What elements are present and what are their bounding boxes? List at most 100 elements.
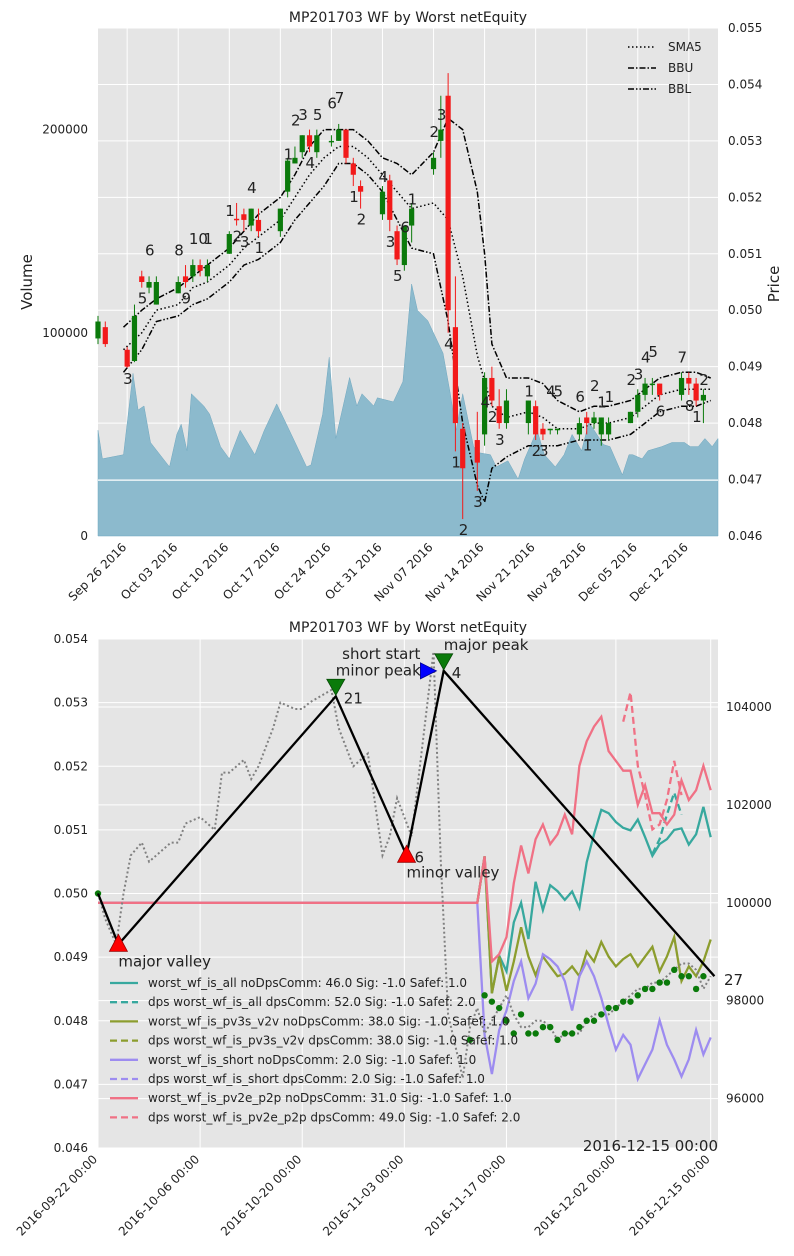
candle-count-label: 2 xyxy=(430,123,440,141)
signal-dot xyxy=(466,1036,474,1044)
candle-count-label: 1 xyxy=(225,202,235,220)
equity-chart: MP201703 WF by Worst netEquity major val… xyxy=(14,620,772,1239)
signal-dot xyxy=(510,1030,517,1037)
date-tick: 2016-11-03 00:00 xyxy=(320,1152,406,1238)
equity-tick: 98000 xyxy=(726,994,764,1008)
signal-dot xyxy=(525,1030,532,1037)
candle-body xyxy=(394,231,400,260)
candle-count-label: 5 xyxy=(313,106,323,124)
candle-count-label: 3 xyxy=(123,370,133,388)
candle-count-label: 1 xyxy=(583,436,593,454)
equity-series-line xyxy=(622,692,683,832)
candle-count-label: 1 xyxy=(524,382,534,400)
candle-body xyxy=(306,135,313,147)
bottom-grid xyxy=(97,638,718,1149)
candle-body xyxy=(627,411,634,424)
candle-body xyxy=(460,428,466,469)
legend-label: BBL xyxy=(668,82,691,96)
candle-count-label: 5 xyxy=(393,267,403,285)
candle-body xyxy=(277,208,283,232)
signal-dot xyxy=(692,985,700,993)
legend-label: worst_wf_is_short noDpsComm: 2.0 Sig: -1… xyxy=(148,1053,476,1067)
candle-count-label: 6 xyxy=(400,219,410,237)
price-tick: 0.053 xyxy=(728,134,762,148)
legend-label: worst_wf_is_all noDpsComm: 46.0 Sig: -1.… xyxy=(148,976,467,990)
top-right-axis: 0.046 0.047 0.048 0.049 0.050 0.051 0.052 0.053… xyxy=(728,21,762,543)
top-legend: SMA5 BBU BBL xyxy=(628,40,702,96)
volume-tick: 100000 xyxy=(42,326,88,340)
peak-number-label: 6 xyxy=(415,848,425,866)
indicator-lines xyxy=(122,117,711,505)
candle-body xyxy=(489,377,495,401)
equity-tick: 104000 xyxy=(726,700,772,714)
legend-label: BBU xyxy=(668,61,693,75)
candle-count-label: 8 xyxy=(174,241,184,259)
candle-body xyxy=(576,423,583,435)
price-tick: 0.050 xyxy=(54,887,88,901)
candle-count-label: 3 xyxy=(386,233,396,251)
candle-body xyxy=(292,157,298,164)
candle-body xyxy=(642,383,648,395)
bottom-x-axis: 2016-09-22 00:00 2016-10-06 00:00 2016-10-… xyxy=(14,1152,713,1238)
candle-count-label: 1 xyxy=(692,408,702,426)
peak-label: minor peak xyxy=(336,661,421,679)
volume-area-shape xyxy=(97,283,719,537)
candle-count-label: 5 xyxy=(554,382,564,400)
candle-count-label: 4 xyxy=(546,382,556,400)
signal-dot xyxy=(685,973,693,980)
candle-count-label: 3 xyxy=(495,431,505,449)
candle-count-label: 4 xyxy=(378,168,388,186)
top-chart-title: MP201703 WF by Worst netEquity xyxy=(289,10,527,26)
price-tick: 0.046 xyxy=(54,1141,88,1155)
equity-series-line xyxy=(98,856,712,994)
valley-marker xyxy=(108,933,129,952)
price-tick: 0.054 xyxy=(54,632,88,646)
bbl-line xyxy=(122,162,711,505)
date-tick: 2016-11-17 00:00 xyxy=(422,1152,508,1238)
legend-label: dps worst_wf_is_short dpsComm: 2.0 Sig: … xyxy=(148,1072,485,1086)
signal-dot xyxy=(583,1017,590,1024)
legend-label: SMA5 xyxy=(668,40,702,54)
equity-series xyxy=(98,692,712,1083)
candle-body xyxy=(379,191,386,215)
price-tick: 0.054 xyxy=(728,77,762,91)
signal-dot xyxy=(598,1011,605,1018)
candle-body xyxy=(102,327,108,345)
candle-count-label: 5 xyxy=(138,290,148,308)
signal-dot xyxy=(568,1030,576,1037)
volume-tick: 0 xyxy=(80,529,88,543)
bottom-right-axis: 96000 98000 100000 102000 104000 xyxy=(726,700,772,1106)
candle-body xyxy=(357,186,364,192)
candle-body xyxy=(554,428,561,431)
candle-count-label: 7 xyxy=(678,349,688,367)
legend-label: dps worst_wf_is_all dpsComm: 52.0 Sig: -… xyxy=(148,995,476,1009)
candle-count-label: 10 xyxy=(189,230,208,248)
candle-count-label: 9 xyxy=(182,290,192,308)
signal-dot xyxy=(619,998,627,1005)
short-start-label: short start xyxy=(342,645,420,663)
candle-count-label: 2 xyxy=(626,371,636,389)
equity-series-line xyxy=(98,714,712,965)
equity-tick: 96000 xyxy=(726,1092,764,1106)
candle-body xyxy=(241,214,247,220)
candle-body xyxy=(605,423,612,435)
zigzag-line xyxy=(96,668,716,977)
signal-dot xyxy=(671,966,678,974)
candle-count-label: 6 xyxy=(575,388,585,406)
candles: 356 8910112341123456712435612341234231234… xyxy=(95,73,709,539)
candle-body xyxy=(409,208,415,226)
candle-count-label: 3 xyxy=(240,233,250,251)
legend-label: dps worst_wf_is_pv2e_p2p dpsComm: 49.0 S… xyxy=(148,1110,520,1124)
candle-body xyxy=(233,218,240,221)
candle-body xyxy=(153,282,159,305)
signal-dot xyxy=(649,985,656,993)
candle-body xyxy=(124,349,130,367)
signal-dot xyxy=(539,1023,547,1031)
price-tick: 0.051 xyxy=(728,247,762,261)
signal-dot xyxy=(503,1017,510,1024)
candle-count-label: 6 xyxy=(327,95,337,113)
price-axis-label: Price xyxy=(765,266,783,303)
candle-count-label: 1 xyxy=(408,190,418,208)
signal-dot xyxy=(627,998,634,1005)
